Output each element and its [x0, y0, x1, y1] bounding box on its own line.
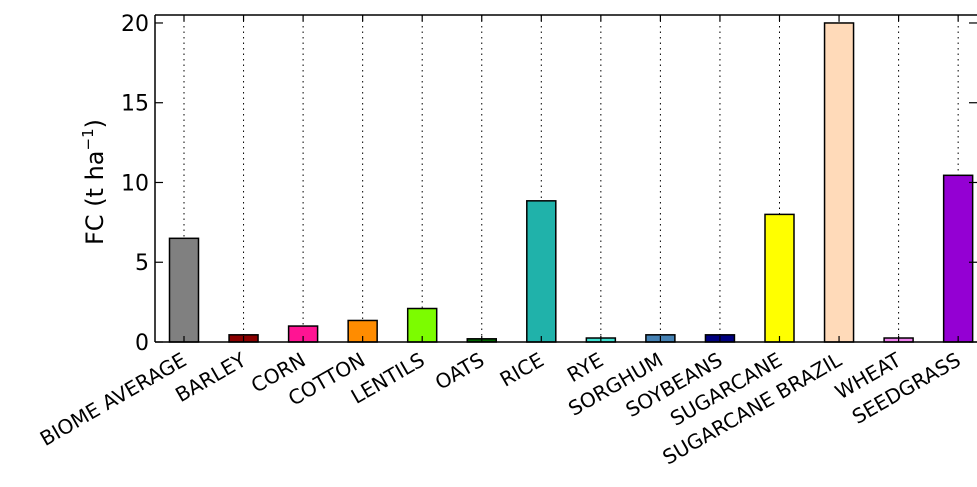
- axes-layer: [154, 14, 977, 343]
- bar: [168, 237, 200, 343]
- bar-layer: [168, 22, 974, 343]
- y-axis-label-main: FC (t ha: [81, 150, 109, 245]
- y-axis-label-close: ): [81, 119, 109, 128]
- y-axis-label-exponent: −1: [79, 128, 97, 150]
- bar: [764, 213, 795, 343]
- x-category-label: RICE: [496, 348, 548, 392]
- bar: [823, 22, 855, 343]
- y-tick-label: 5: [135, 251, 149, 276]
- y-tick-label: 0: [135, 331, 149, 356]
- bar: [526, 200, 557, 343]
- bar: [942, 174, 974, 343]
- y-tick-label: 15: [121, 92, 149, 117]
- y-tick-label: 10: [121, 171, 149, 196]
- x-category-label: BIOME AVERAGE: [36, 348, 191, 451]
- y-axis-label: FC (t ha−1): [79, 119, 109, 245]
- y-tick-label: 20: [121, 12, 149, 37]
- x-category-label: OATS: [431, 348, 488, 395]
